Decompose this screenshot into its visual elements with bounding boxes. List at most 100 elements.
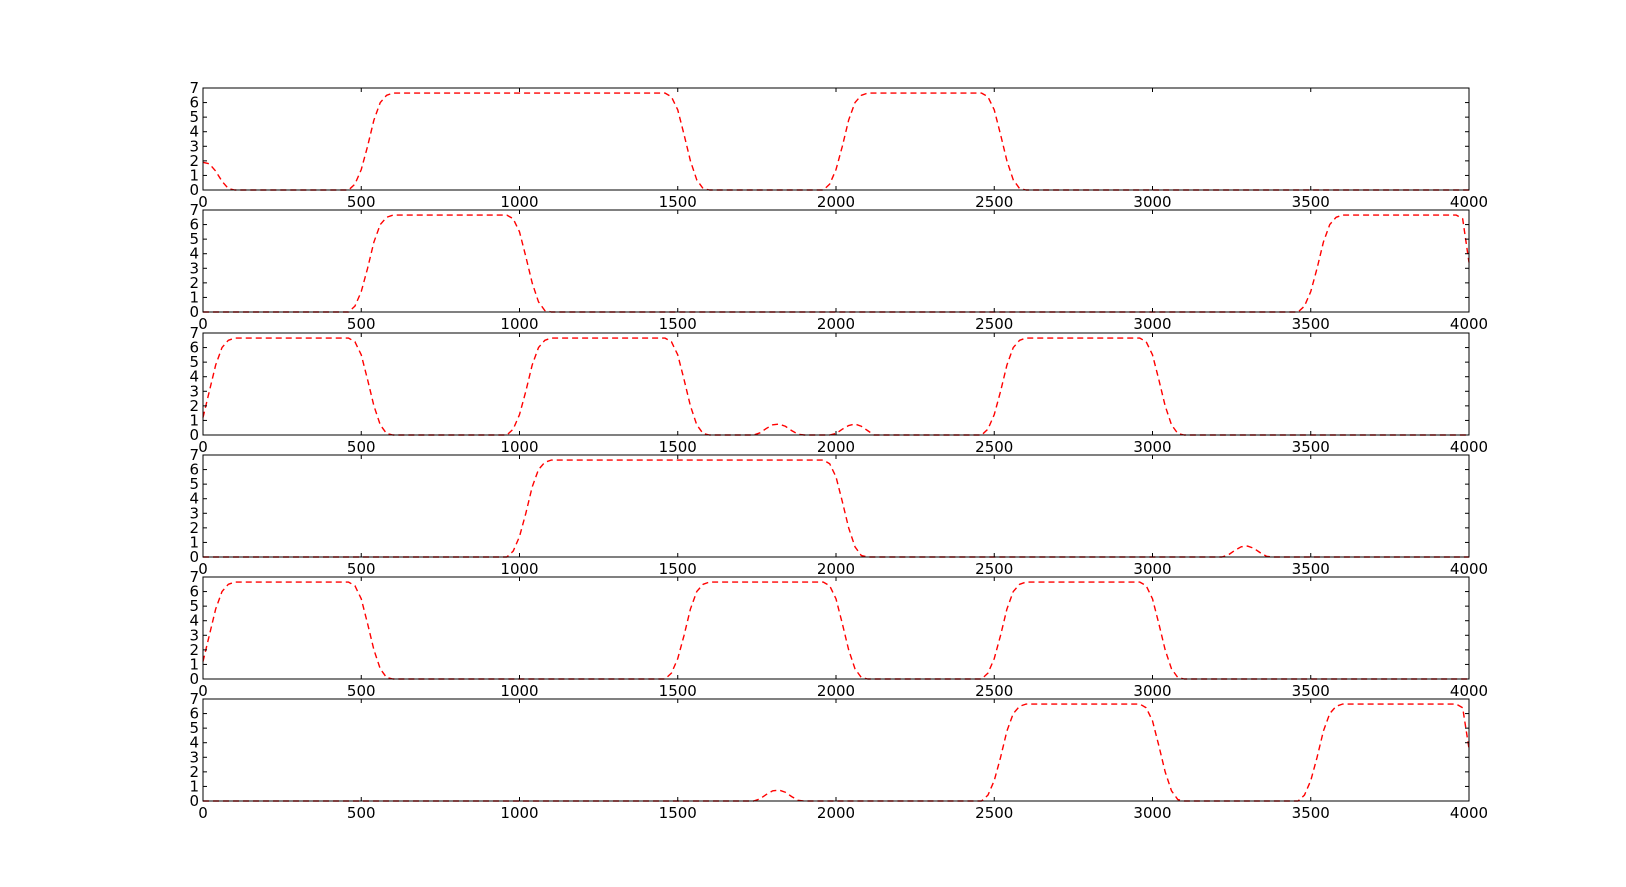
x-tick-label: 1000: [500, 560, 538, 578]
y-tick-label: 5: [189, 719, 199, 737]
y-tick-label: 3: [189, 259, 199, 277]
x-tick-label: 2000: [817, 315, 855, 333]
x-tick-label: 4000: [1450, 682, 1488, 700]
axes-frame: [202, 332, 1470, 436]
axes-frame: [202, 576, 1470, 680]
y-tick-label: 1: [189, 533, 199, 551]
x-tick-label: 2500: [975, 193, 1013, 211]
x-tick-label: 1500: [659, 804, 697, 822]
x-tick-label: 4000: [1450, 804, 1488, 822]
x-tick-label: 2000: [817, 438, 855, 456]
x-tick-label: 2000: [817, 682, 855, 700]
x-tick-label: 1500: [659, 682, 697, 700]
series-line: [202, 92, 1469, 191]
x-tick-label: 500: [347, 682, 376, 700]
series-line: [203, 459, 1469, 558]
y-tick-label: 3: [189, 748, 199, 766]
x-tick-label: 4000: [1450, 315, 1488, 333]
y-tick-label: 3: [189, 626, 199, 644]
y-tick-label: 0: [189, 792, 199, 810]
y-tick-label: 0: [189, 670, 199, 688]
y-tick-label: 7: [189, 568, 199, 586]
axes-frame: [202, 209, 1470, 313]
y-tick-label: 7: [189, 201, 199, 219]
y-tick-label: 6: [189, 216, 199, 234]
x-tick-label: 0: [198, 804, 208, 822]
x-tick-label: 1000: [500, 682, 538, 700]
x-tick-label: 2500: [975, 804, 1013, 822]
y-tick-label: 3: [189, 382, 199, 400]
y-tick-label: 5: [189, 108, 199, 126]
y-tick-label: 7: [189, 79, 199, 97]
x-tick-label: 0: [198, 682, 208, 700]
y-tick-label: 4: [189, 123, 199, 141]
y-tick-label: 0: [189, 548, 199, 566]
x-tick-label: 4000: [1450, 438, 1488, 456]
x-tick-label: 3000: [1133, 804, 1171, 822]
y-tick-label: 2: [189, 641, 199, 659]
x-tick-label: 2000: [817, 560, 855, 578]
axes-frame: [202, 87, 1470, 191]
x-tick-label: 2000: [817, 193, 855, 211]
y-tick-label: 6: [189, 583, 199, 601]
y-tick-label: 6: [189, 461, 199, 479]
series-line: [203, 214, 1470, 313]
x-tick-label: 3500: [1292, 193, 1330, 211]
x-tick-label: 3500: [1292, 438, 1330, 456]
y-tick-label: 7: [189, 324, 199, 342]
y-tick-label: 5: [189, 353, 199, 371]
x-tick-label: 3000: [1133, 193, 1171, 211]
x-tick-label: 1500: [659, 315, 697, 333]
x-tick-label: 500: [347, 193, 376, 211]
y-tick-label: 4: [189, 612, 199, 630]
y-tick-label: 5: [189, 230, 199, 248]
y-tick-label: 0: [189, 426, 199, 444]
axes-frame: [202, 454, 1470, 558]
x-tick-label: 4000: [1450, 560, 1488, 578]
y-tick-label: 6: [189, 94, 199, 112]
y-tick-label: 2: [189, 519, 199, 537]
x-tick-label: 2500: [975, 560, 1013, 578]
y-tick-label: 2: [189, 397, 199, 415]
y-tick-label: 4: [189, 245, 199, 263]
x-tick-label: 500: [347, 315, 376, 333]
x-tick-label: 500: [347, 804, 376, 822]
axes-frame: [202, 698, 1470, 802]
x-tick-label: 1000: [500, 193, 538, 211]
y-tick-label: 1: [189, 166, 199, 184]
x-tick-label: 2500: [975, 315, 1013, 333]
series-line: [203, 703, 1470, 802]
y-tick-label: 5: [189, 475, 199, 493]
y-tick-label: 6: [189, 705, 199, 723]
x-tick-label: 3000: [1133, 438, 1171, 456]
x-tick-label: 3500: [1292, 682, 1330, 700]
y-tick-label: 7: [189, 446, 199, 464]
x-tick-label: 3000: [1133, 560, 1171, 578]
x-tick-label: 1000: [500, 804, 538, 822]
y-tick-label: 0: [189, 181, 199, 199]
y-tick-label: 5: [189, 597, 199, 615]
x-tick-label: 500: [347, 560, 376, 578]
y-tick-label: 4: [189, 368, 199, 386]
y-tick-label: 0: [189, 303, 199, 321]
y-tick-label: 2: [189, 274, 199, 292]
x-tick-label: 4000: [1450, 193, 1488, 211]
x-tick-label: 1500: [659, 560, 697, 578]
y-tick-label: 1: [189, 411, 199, 429]
series-line: [202, 581, 1469, 680]
x-tick-label: 3500: [1292, 804, 1330, 822]
y-tick-label: 1: [189, 288, 199, 306]
x-tick-label: 1000: [500, 315, 538, 333]
y-tick-label: 6: [189, 339, 199, 357]
x-tick-label: 1500: [659, 438, 697, 456]
series-line: [202, 337, 1469, 436]
y-tick-label: 4: [189, 490, 199, 508]
x-tick-label: 3000: [1133, 315, 1171, 333]
x-tick-label: 1000: [500, 438, 538, 456]
